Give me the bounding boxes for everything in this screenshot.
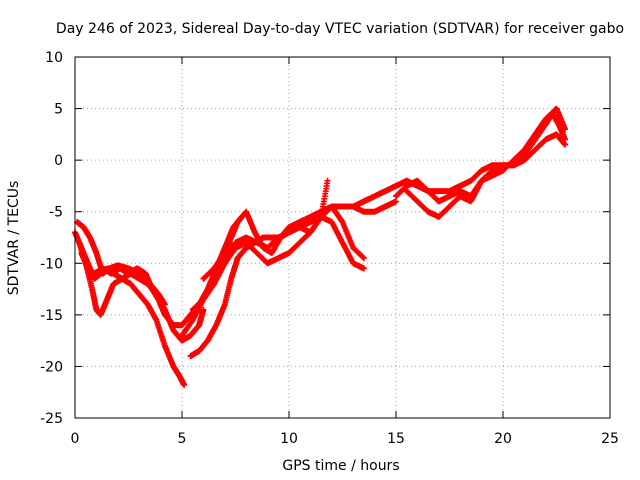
y-tick-label: -10 bbox=[40, 256, 63, 272]
x-axis-label: GPS time / hours bbox=[282, 458, 399, 474]
y-axis-label: SDTVAR / TECUs bbox=[6, 181, 22, 296]
point-markers bbox=[72, 229, 188, 388]
axis-ticks bbox=[74, 56, 611, 419]
data-points bbox=[72, 105, 569, 388]
y-tick-label: 5 bbox=[54, 102, 63, 118]
y-tick-label: 0 bbox=[54, 153, 63, 169]
series-track-7 bbox=[189, 203, 367, 313]
x-tick-labels: 0 5 10 15 20 25 bbox=[71, 431, 619, 447]
x-tick-label: 10 bbox=[280, 431, 298, 447]
y-tick-label: -15 bbox=[40, 308, 63, 324]
y-tick-label: -5 bbox=[49, 205, 63, 221]
plot-frame bbox=[74, 56, 611, 419]
point-markers bbox=[403, 131, 569, 220]
series-track-8 bbox=[200, 177, 331, 282]
y-tick-label: -25 bbox=[40, 411, 63, 427]
chart-title: Day 246 of 2023, Sidereal Day-to-day VTE… bbox=[56, 21, 624, 37]
y-tick-labels: -25 -20 -15 -10 -5 0 5 10 bbox=[40, 50, 63, 427]
point-markers bbox=[200, 177, 331, 282]
x-tick-label: 0 bbox=[71, 431, 80, 447]
series-track-11 bbox=[403, 131, 569, 220]
x-tick-label: 25 bbox=[601, 431, 619, 447]
y-tick-label: 10 bbox=[45, 50, 63, 66]
point-markers bbox=[189, 203, 367, 313]
y-tick-label: -20 bbox=[40, 359, 63, 375]
x-tick-label: 5 bbox=[178, 431, 187, 447]
series-track-1 bbox=[72, 229, 188, 388]
x-tick-label: 15 bbox=[387, 431, 405, 447]
grid-lines bbox=[75, 57, 610, 418]
x-tick-label: 20 bbox=[494, 431, 512, 447]
